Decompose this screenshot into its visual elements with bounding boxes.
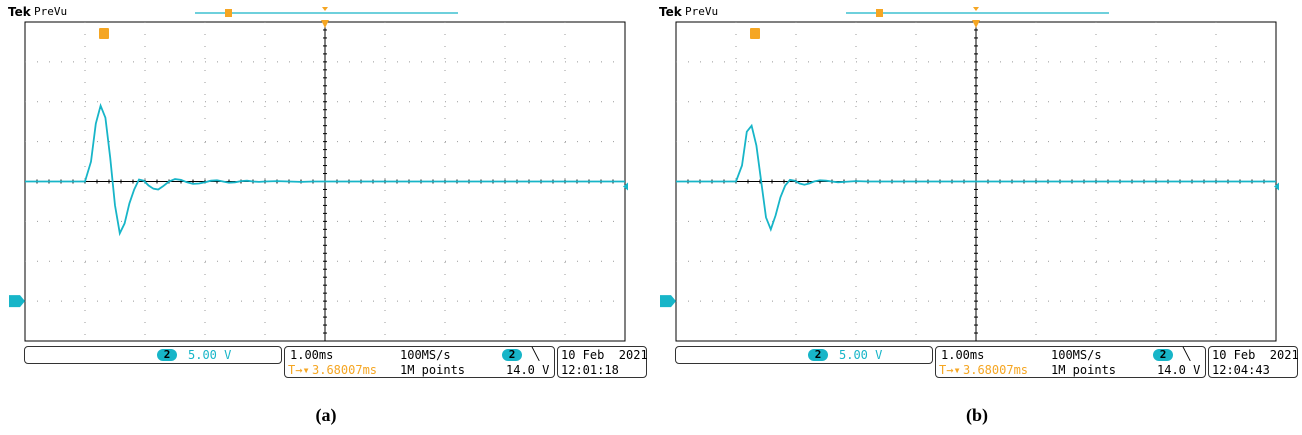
date: 10 Feb 2021 — [1212, 348, 1299, 362]
trigger-level: 14.0 V — [506, 363, 550, 377]
record-trigger-marker — [225, 9, 232, 17]
brand-label: Tek — [659, 5, 682, 19]
date: 10 Feb 2021 — [561, 348, 648, 362]
timebase: 1.00ms — [941, 348, 985, 362]
waveform-trace — [676, 123, 1276, 232]
trigger-level-marker — [623, 182, 628, 191]
trigger-position-icon: T→▾ — [939, 363, 961, 377]
mode-label: PreVu — [34, 5, 68, 18]
record-length: 1M points — [400, 363, 466, 377]
panel-caption: (b) — [966, 405, 988, 425]
timebase: 1.00ms — [290, 348, 334, 362]
scope-panel-b: Tek PreVu 2 5.00 V 1.00ms 100MS/s 2 ╲ T→… — [651, 0, 1302, 435]
sample-rate: 100MS/s — [400, 348, 451, 362]
record-center-marker — [973, 7, 979, 11]
falling-edge-icon: ╲ — [532, 347, 540, 361]
scope-screen-a — [9, 7, 628, 342]
trigger-level-marker — [1274, 182, 1279, 191]
datetime-box — [1208, 346, 1298, 378]
mode-label: PreVu — [685, 5, 719, 18]
trigger-level: 14.0 V — [1157, 363, 1201, 377]
time: 12:01:18 — [561, 363, 619, 377]
channel-badge: 2 — [157, 349, 177, 361]
sample-rate: 100MS/s — [1051, 348, 1102, 362]
trigger-position-marker — [99, 28, 109, 39]
vertical-scale: 5.00 V — [839, 348, 883, 362]
trigger-position: 3.68007ms — [312, 363, 378, 377]
expansion-point-marker — [972, 20, 980, 28]
falling-edge-icon: ╲ — [1183, 347, 1191, 361]
channel-readout-box — [24, 346, 282, 364]
record-center-marker — [322, 7, 328, 11]
channel-readout-box — [675, 346, 933, 364]
channel-badge: 2 — [808, 349, 828, 361]
waveform-trace — [25, 102, 625, 237]
trigger-position-marker — [750, 28, 760, 39]
trigger-position: 3.68007ms — [963, 363, 1029, 377]
datetime-box — [557, 346, 647, 378]
record-trigger-marker — [876, 9, 883, 17]
scope-panel-a: Tek PreVu 2 5.00 V 1.00ms 100MS/s 2 ╲ T→… — [8, 5, 648, 425]
brand-label: Tek — [8, 5, 31, 19]
channel-ground-marker — [9, 295, 25, 308]
trigger-channel-badge: 2 — [502, 349, 522, 361]
panel-caption: (a) — [315, 405, 337, 425]
time: 12:04:43 — [1212, 363, 1270, 377]
record-length: 1M points — [1051, 363, 1117, 377]
channel-ground-marker — [660, 295, 676, 308]
scope-screen-b — [660, 7, 1279, 342]
expansion-point-marker — [321, 20, 329, 28]
trigger-channel-badge: 2 — [1153, 349, 1173, 361]
vertical-scale: 5.00 V — [188, 348, 232, 362]
trigger-position-icon: T→▾ — [288, 363, 310, 377]
